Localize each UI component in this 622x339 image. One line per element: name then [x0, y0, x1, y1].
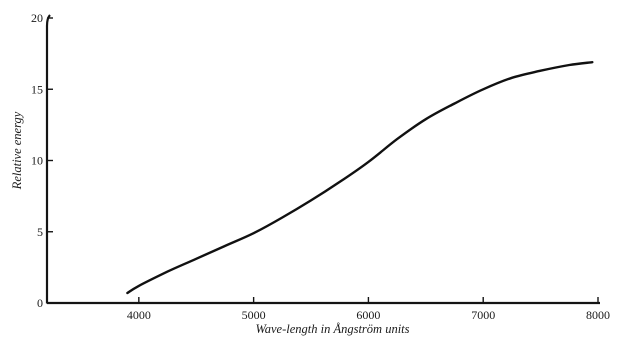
x-tick-label: 6000 — [356, 308, 380, 322]
x-tick-label: 4000 — [127, 308, 151, 322]
x-tick-label: 5000 — [242, 308, 266, 322]
y-tick-label: 15 — [31, 82, 43, 96]
y-tick-label: 20 — [31, 11, 43, 25]
y-axis-label: Relative energy — [10, 111, 24, 190]
x-ticks: 4000 5000 6000 7000 8000 — [127, 297, 610, 322]
plot-area: 0 5 10 15 20 4000 5000 6000 7000 8000 — [31, 11, 610, 322]
y-tick-label: 0 — [37, 296, 43, 310]
series-line — [126, 61, 594, 295]
y-ticks: 0 5 10 15 20 — [31, 11, 53, 310]
y-tick-label: 10 — [31, 154, 43, 168]
y-axis-line — [45, 14, 51, 304]
x-axis-label: Wave-length in Ångström units — [255, 322, 409, 336]
x-tick-label: 7000 — [471, 308, 495, 322]
x-tick-label: 8000 — [586, 308, 610, 322]
y-tick-label: 5 — [37, 225, 43, 239]
